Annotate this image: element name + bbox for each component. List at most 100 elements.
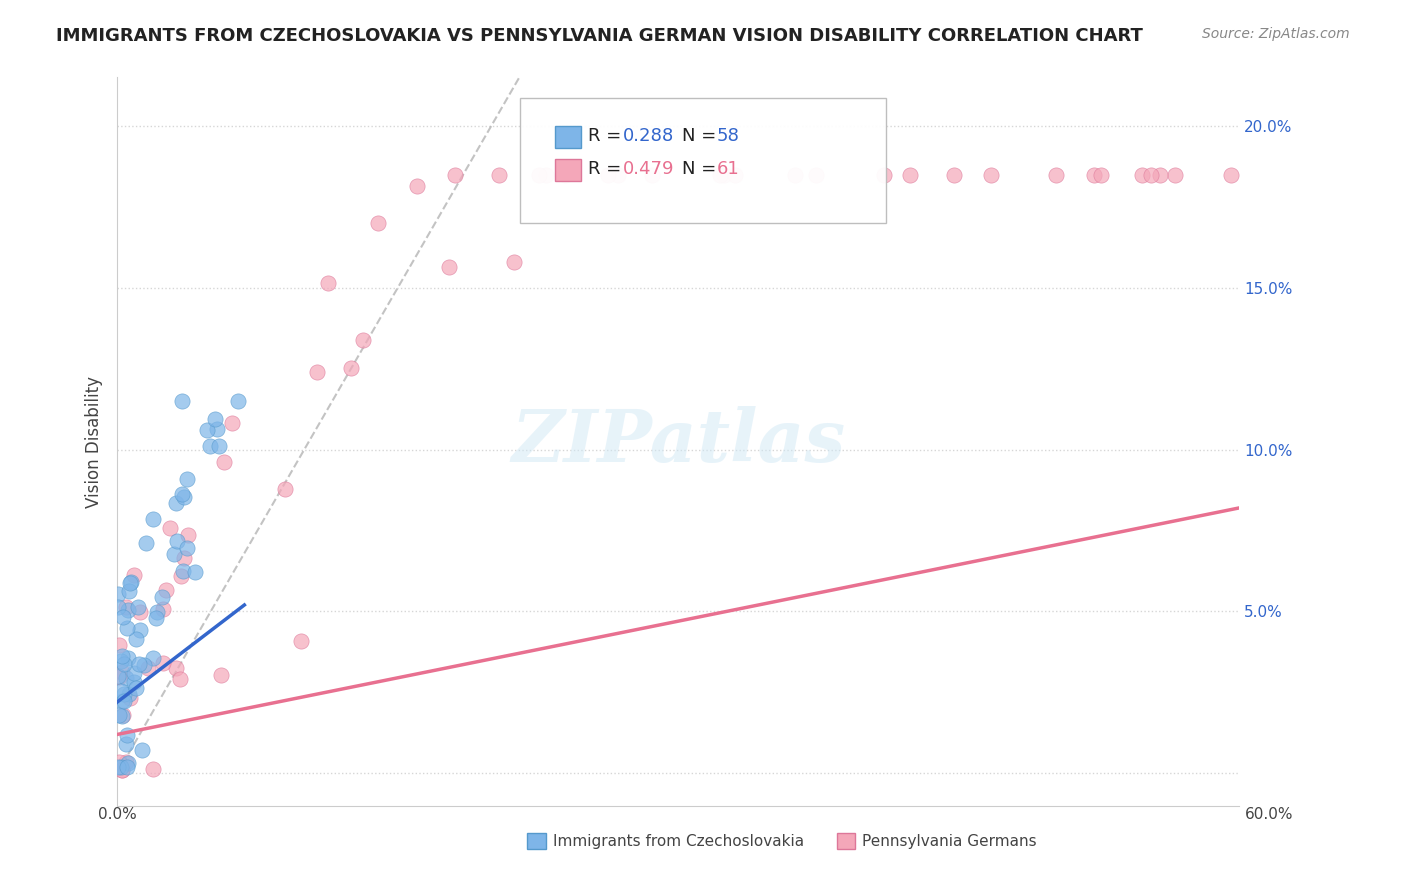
Point <box>198 439 221 453</box>
Point <box>122 568 145 582</box>
Point <box>898 168 921 182</box>
Point <box>437 260 460 275</box>
Point <box>117 602 139 616</box>
Point <box>107 599 129 614</box>
Point <box>367 216 389 230</box>
Point <box>108 670 131 684</box>
Point <box>318 276 340 290</box>
Text: 60.0%: 60.0% <box>1246 807 1294 822</box>
Point <box>142 763 165 777</box>
Point <box>152 602 174 616</box>
Y-axis label: Vision Disability: Vision Disability <box>86 376 103 508</box>
Point <box>117 650 139 665</box>
Point <box>152 656 174 670</box>
Point <box>943 168 966 182</box>
Point <box>172 487 194 501</box>
Text: 0.0%: 0.0% <box>98 807 138 822</box>
Point <box>117 621 139 635</box>
Point <box>1140 168 1163 182</box>
Point <box>108 707 131 722</box>
Point <box>305 366 328 380</box>
Point <box>115 728 138 742</box>
Point <box>118 583 141 598</box>
Point <box>114 671 136 685</box>
Point <box>112 657 135 672</box>
Point <box>209 668 232 682</box>
Point <box>274 482 297 496</box>
Text: IMMIGRANTS FROM CZECHOSLOVAKIA VS PENNSYLVANIA GERMAN VISION DISABILITY CORRELAT: IMMIGRANTS FROM CZECHOSLOVAKIA VS PENNSY… <box>56 27 1143 45</box>
Point <box>980 168 1002 182</box>
Point <box>142 512 165 526</box>
Point <box>873 168 896 182</box>
Point <box>165 661 187 675</box>
Point <box>108 755 131 769</box>
Point <box>111 709 134 723</box>
Text: ZIPatlas: ZIPatlas <box>512 406 845 477</box>
Text: N =: N = <box>682 161 721 178</box>
Point <box>159 521 181 535</box>
Point <box>128 657 150 671</box>
Point <box>527 168 550 182</box>
Point <box>176 472 198 486</box>
Point <box>107 760 129 774</box>
Point <box>221 417 243 431</box>
Point <box>163 547 186 561</box>
Point <box>598 168 620 182</box>
Point <box>1149 168 1171 182</box>
Point <box>1090 168 1112 182</box>
Point <box>641 168 664 182</box>
Point <box>115 760 138 774</box>
Text: Immigrants from Czechoslovakia: Immigrants from Czechoslovakia <box>553 834 804 848</box>
Point <box>205 422 228 436</box>
Point <box>110 654 132 668</box>
Point <box>713 168 735 182</box>
Point <box>488 168 510 182</box>
Text: 0.288: 0.288 <box>623 127 673 145</box>
Point <box>1132 168 1154 182</box>
Point <box>166 534 188 549</box>
Text: R =: R = <box>588 161 627 178</box>
Point <box>150 591 173 605</box>
Point <box>142 651 165 665</box>
Point <box>112 708 135 723</box>
Point <box>444 168 467 182</box>
Text: 0.479: 0.479 <box>623 161 675 178</box>
Point <box>145 610 167 624</box>
Point <box>1045 168 1067 182</box>
Point <box>111 763 134 777</box>
Point <box>111 610 134 624</box>
Point <box>110 760 132 774</box>
Point <box>709 168 731 182</box>
Point <box>804 168 827 182</box>
Point <box>1220 168 1243 182</box>
Point <box>118 687 141 701</box>
Point <box>115 756 138 770</box>
Point <box>136 661 159 675</box>
Point <box>155 583 177 598</box>
Point <box>173 551 195 566</box>
Point <box>208 439 231 453</box>
Point <box>169 568 191 582</box>
Point <box>118 576 141 591</box>
Point <box>783 168 806 182</box>
Point <box>110 684 132 698</box>
Point <box>117 756 139 770</box>
Text: Source: ZipAtlas.com: Source: ZipAtlas.com <box>1202 27 1350 41</box>
Point <box>405 178 427 193</box>
Point <box>290 633 312 648</box>
Point <box>131 743 153 757</box>
Point <box>204 412 226 426</box>
Text: 61: 61 <box>717 161 740 178</box>
Point <box>122 674 145 689</box>
Point <box>111 665 134 679</box>
Point <box>503 255 526 269</box>
Point <box>118 690 141 705</box>
Point <box>120 575 142 590</box>
Point <box>115 599 138 614</box>
Point <box>1164 168 1187 182</box>
Point <box>122 665 145 680</box>
Point <box>125 681 148 695</box>
Point <box>352 333 374 347</box>
Point <box>107 669 129 683</box>
Point <box>135 535 157 549</box>
